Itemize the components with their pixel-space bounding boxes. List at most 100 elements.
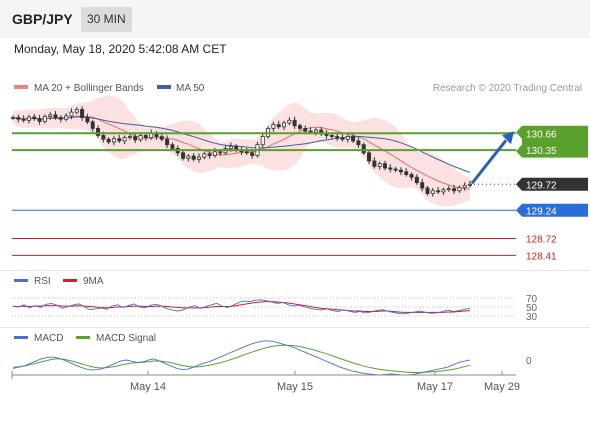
legend-swatch-macd — [14, 336, 28, 339]
candle-body — [436, 190, 441, 193]
candle-body — [329, 135, 334, 137]
candle-body — [377, 163, 382, 167]
x-axis: May 14 May 15 May 17 May 29 — [11, 371, 520, 393]
candle-body — [42, 116, 47, 122]
candle-body — [53, 114, 58, 118]
candle-body — [138, 135, 143, 141]
candle-body — [372, 160, 377, 167]
candle-body — [127, 136, 132, 139]
candle-body — [276, 124, 281, 128]
candle-body — [218, 151, 223, 154]
candle-body — [58, 117, 63, 120]
candle-body — [85, 117, 90, 123]
candle-body — [212, 151, 217, 156]
candle-body — [308, 130, 313, 133]
candle-body — [292, 119, 297, 127]
candle-body — [48, 114, 53, 117]
candle-body — [143, 135, 148, 139]
candle-body — [250, 152, 255, 156]
candle-body — [414, 176, 419, 184]
candle-body — [388, 167, 393, 170]
x-axis-tick-label: May 14 — [130, 381, 166, 393]
level-current-2: 129.72 — [470, 177, 588, 191]
candle-body — [32, 116, 37, 120]
forecast-arrow-head — [502, 131, 514, 145]
candle-body — [335, 136, 340, 139]
candle-body — [181, 152, 186, 159]
timeframe-button[interactable]: 30 MIN — [81, 7, 132, 32]
legend-swatch-rsi-ma — [63, 279, 77, 282]
candle-body — [393, 168, 398, 171]
copyright-text: Research © 2020 Trading Central — [433, 83, 582, 94]
rsi-tick-label: 70 — [526, 294, 538, 305]
level-support-5: 128.41 — [12, 251, 557, 262]
candle-body — [367, 152, 372, 162]
level-label: 128.41 — [526, 251, 557, 262]
candle-body — [441, 189, 446, 193]
candle-body — [409, 174, 414, 178]
candle-body — [345, 136, 350, 140]
legend-label-rsi: RSI — [34, 276, 51, 287]
candle-body — [159, 136, 164, 140]
rsi-tick-label: 30 — [526, 312, 538, 323]
legend-swatch-ma50 — [157, 85, 171, 89]
candle-body — [420, 182, 425, 189]
legend-label-macd-signal: MACD Signal — [96, 333, 156, 344]
level-tag — [516, 203, 588, 217]
level-pivot-3: 129.24 — [12, 203, 588, 217]
candle-body — [196, 156, 201, 160]
candle-body — [382, 163, 387, 169]
price-legend: MA 20 + Bollinger Bands MA 50 — [14, 83, 205, 94]
candle-body — [90, 121, 95, 129]
level-label: 129.24 — [526, 206, 557, 217]
candle-body — [297, 125, 302, 129]
candle-body — [37, 118, 42, 122]
candle-body — [10, 117, 15, 119]
candle-body — [303, 128, 308, 132]
legend-swatch-bollinger — [14, 85, 28, 89]
candle-body — [340, 137, 345, 140]
legend-label-rsi-ma: 9MA — [83, 276, 104, 287]
candle-body — [313, 129, 318, 133]
candle-body — [287, 119, 292, 124]
candle-body — [111, 138, 116, 143]
candle-body — [361, 144, 366, 154]
level-layer: 130.66130.35129.72129.24128.72128.41130.… — [12, 125, 588, 262]
forecast-arrow-shaft — [470, 139, 508, 185]
candle-body — [404, 171, 409, 175]
legend-swatch-rsi — [14, 279, 28, 282]
level-tag — [516, 177, 588, 191]
level-support-4: 128.72 — [12, 235, 557, 246]
forecast-arrow — [470, 131, 514, 185]
x-axis-tick-label: May 17 — [417, 381, 453, 393]
candle-body — [446, 188, 451, 191]
macd-chart: MACD MACD Signal 0 May 14 May 15 May 17 May… — [0, 327, 590, 393]
candle-body — [452, 188, 457, 192]
candle-body — [64, 115, 69, 120]
level-label: 129.72 — [526, 180, 557, 191]
candle-body — [96, 128, 101, 136]
candle-body — [26, 116, 31, 121]
candle-body — [106, 138, 111, 143]
candle-body — [462, 184, 467, 188]
legend-label-ma50: MA 50 — [176, 83, 205, 94]
candle-body — [122, 137, 127, 142]
candle-body — [398, 169, 403, 173]
candle-body — [80, 109, 85, 118]
header-bar: GBP/JPY 30 MIN — [0, 0, 590, 38]
candle-body — [430, 190, 435, 194]
chart-datetime: Monday, May 18, 2020 5:42:08 AM CET — [14, 42, 227, 56]
x-axis-tick-label: May 15 — [277, 381, 313, 393]
candle-body — [457, 187, 462, 192]
resistance-label: 130.66 — [526, 129, 557, 140]
candle-body — [202, 153, 207, 158]
candle-body — [207, 153, 212, 156]
resistance-tag-block — [522, 126, 588, 157]
rsi-line — [12, 299, 471, 315]
candle-body — [191, 155, 196, 160]
candle-body — [69, 111, 74, 117]
x-axis-tick-label: May 29 — [484, 381, 520, 393]
candle-body — [165, 138, 170, 146]
